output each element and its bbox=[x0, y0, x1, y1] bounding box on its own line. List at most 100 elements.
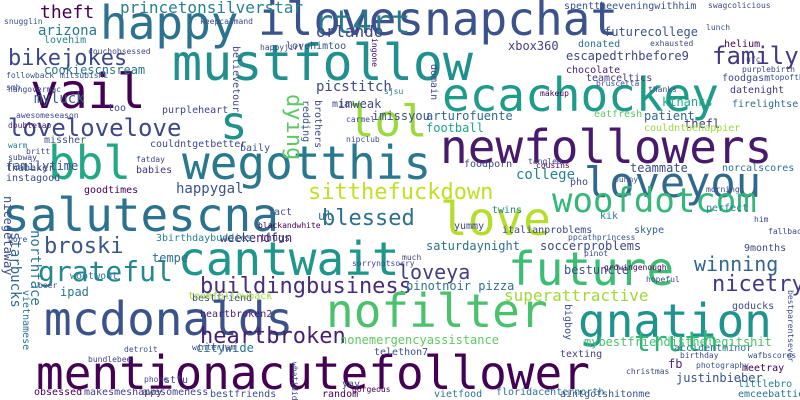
cloud-word: saturdaynight bbox=[426, 239, 520, 253]
cloud-word: yay bbox=[342, 379, 361, 390]
cloud-word: grateful bbox=[38, 255, 173, 288]
cloud-word: wegotthis bbox=[182, 136, 432, 190]
cloud-word: couldntgetbetter bbox=[150, 139, 247, 150]
cloud-word: salutescna bbox=[2, 188, 279, 242]
cloud-word: lol bbox=[348, 96, 428, 147]
cloud-word: brothers bbox=[312, 100, 323, 149]
cloud-word: heartbroken bbox=[200, 324, 346, 349]
cloud-word: pinotnoir pizza bbox=[406, 279, 515, 293]
cloud-word: sorrynotsorry bbox=[352, 259, 415, 268]
cloud-word: bbl bbox=[48, 136, 132, 190]
cloud-word: punny bbox=[614, 175, 639, 184]
cloud-word: lunch bbox=[706, 23, 731, 32]
cloud-word: mcdonalds bbox=[44, 292, 294, 346]
cloud-word: vail bbox=[30, 64, 146, 120]
cloud-word: couldntbehappier bbox=[644, 123, 741, 134]
cloud-word: imweak bbox=[338, 97, 382, 111]
cloud-word: bestparentsever bbox=[786, 290, 795, 363]
cloud-word: redding bbox=[300, 100, 311, 143]
cloud-word: thefl bbox=[684, 117, 721, 131]
cloud-word: donated bbox=[578, 39, 621, 50]
cloud-word: newfollowers bbox=[440, 120, 773, 174]
cloud-word: ingone bbox=[370, 38, 379, 67]
cloud-word: makeup bbox=[540, 89, 569, 98]
cloud-word: mybestfriendisthelegitshit bbox=[584, 335, 772, 349]
cloud-word: whatididtoday bbox=[290, 362, 299, 400]
cloud-word: random bbox=[322, 389, 359, 400]
cloud-word: lovelovelove bbox=[8, 114, 182, 142]
cloud-word: ppcathprincess bbox=[568, 233, 636, 242]
cloud-word: winterjam bbox=[192, 343, 236, 352]
cloud-word: britt bbox=[26, 147, 51, 156]
cloud-word: lovehim bbox=[44, 35, 87, 46]
cloud-word: perfect bbox=[706, 203, 749, 214]
cloud-word: thabaker bbox=[6, 163, 55, 174]
cloud-word: spenttheeveningwithhim bbox=[564, 1, 697, 12]
cloud-word: gorgeous bbox=[352, 385, 391, 394]
cloud-word: orlando bbox=[316, 22, 384, 41]
cloud-word: mia bbox=[332, 99, 351, 110]
cloud-word: woofdotcom bbox=[552, 181, 757, 221]
cloud-word: awesomeness bbox=[142, 387, 209, 398]
cloud-word: fact bbox=[268, 207, 293, 218]
cloud-word: meetray bbox=[742, 363, 785, 374]
cloud-word: myluck bbox=[34, 91, 85, 107]
cloud-word: future bbox=[508, 242, 675, 296]
cloud-word: happy bbox=[100, 0, 239, 50]
cloud-word: pho bbox=[570, 177, 589, 188]
cloud-word: birthday bbox=[680, 351, 719, 360]
cloud-word: 3birthdaybuddies bbox=[156, 233, 253, 244]
cloud-word: babies bbox=[136, 165, 173, 176]
cloud-word: domain bbox=[428, 64, 439, 101]
cloud-word: chocolate bbox=[566, 65, 621, 76]
cloud-word: escapedtrhbefore9 bbox=[566, 49, 689, 63]
cloud-word: phone bbox=[144, 375, 169, 384]
cloud-word: arizona bbox=[38, 23, 98, 39]
cloud-word: carmel bbox=[346, 115, 375, 124]
cloud-word: sjsu bbox=[384, 87, 404, 96]
cloud-word: norcalscores bbox=[722, 163, 795, 174]
cloud-word: patient bbox=[644, 109, 695, 123]
cloud-word: truth bbox=[634, 325, 719, 358]
cloud-word: bundlebee bbox=[88, 355, 132, 364]
cloud-word: stfu bbox=[164, 375, 189, 386]
cloud-word: skype bbox=[634, 225, 665, 236]
cloud-word: littlebro bbox=[738, 379, 793, 390]
cloud-word: imissyou bbox=[372, 109, 430, 123]
cloud-word: nipclub bbox=[346, 135, 380, 144]
cloud-word: snugglin bbox=[4, 17, 43, 26]
cloud-word: nofilter bbox=[326, 284, 548, 338]
cloud-word: helium bbox=[724, 39, 761, 50]
cloud-word: mitsubishi bbox=[60, 71, 109, 80]
cloud-word: mustfollow bbox=[172, 34, 474, 92]
cloud-word: fatday bbox=[136, 155, 165, 164]
cloud-word: missher bbox=[44, 135, 87, 146]
cloud-word: ilovesnapchat bbox=[258, 0, 619, 46]
cloud-word: much bbox=[402, 253, 422, 262]
cloud-word: wootwoot bbox=[70, 271, 119, 282]
cloud-word: awesomeseason bbox=[16, 111, 79, 120]
cloud-word: bikejokes bbox=[8, 46, 128, 71]
cloud-word: detroit bbox=[124, 345, 158, 354]
cloud-word: love bbox=[440, 192, 551, 246]
cloud-word: cookiescnsream bbox=[44, 63, 146, 77]
cloud-word: ecachockey bbox=[442, 68, 719, 122]
cloud-word: kik bbox=[600, 211, 619, 222]
cloud-word: growingenough bbox=[604, 263, 667, 272]
cloud-word: nicegetaway bbox=[1, 196, 15, 276]
cloud-word: kthanks bbox=[662, 95, 713, 109]
cloud-word: emceebatties bbox=[738, 389, 800, 400]
cloud-word: datenight bbox=[730, 85, 785, 96]
cloud-word: wafbscores bbox=[748, 351, 797, 360]
cloud-word: topofthetrack bbox=[770, 73, 800, 82]
cloud-word: nicetry bbox=[712, 272, 800, 297]
cloud-word: texting bbox=[560, 349, 603, 360]
cloud-word: loveya bbox=[398, 260, 471, 284]
cloud-word: bestfriends bbox=[210, 389, 277, 400]
cloud-word: cousins bbox=[536, 161, 570, 170]
cloud-word: hangovermac bbox=[8, 85, 61, 94]
cloud-word: ipad bbox=[60, 285, 89, 299]
cloud-word: winning bbox=[694, 252, 779, 276]
cloud-word: familytime bbox=[6, 159, 79, 173]
